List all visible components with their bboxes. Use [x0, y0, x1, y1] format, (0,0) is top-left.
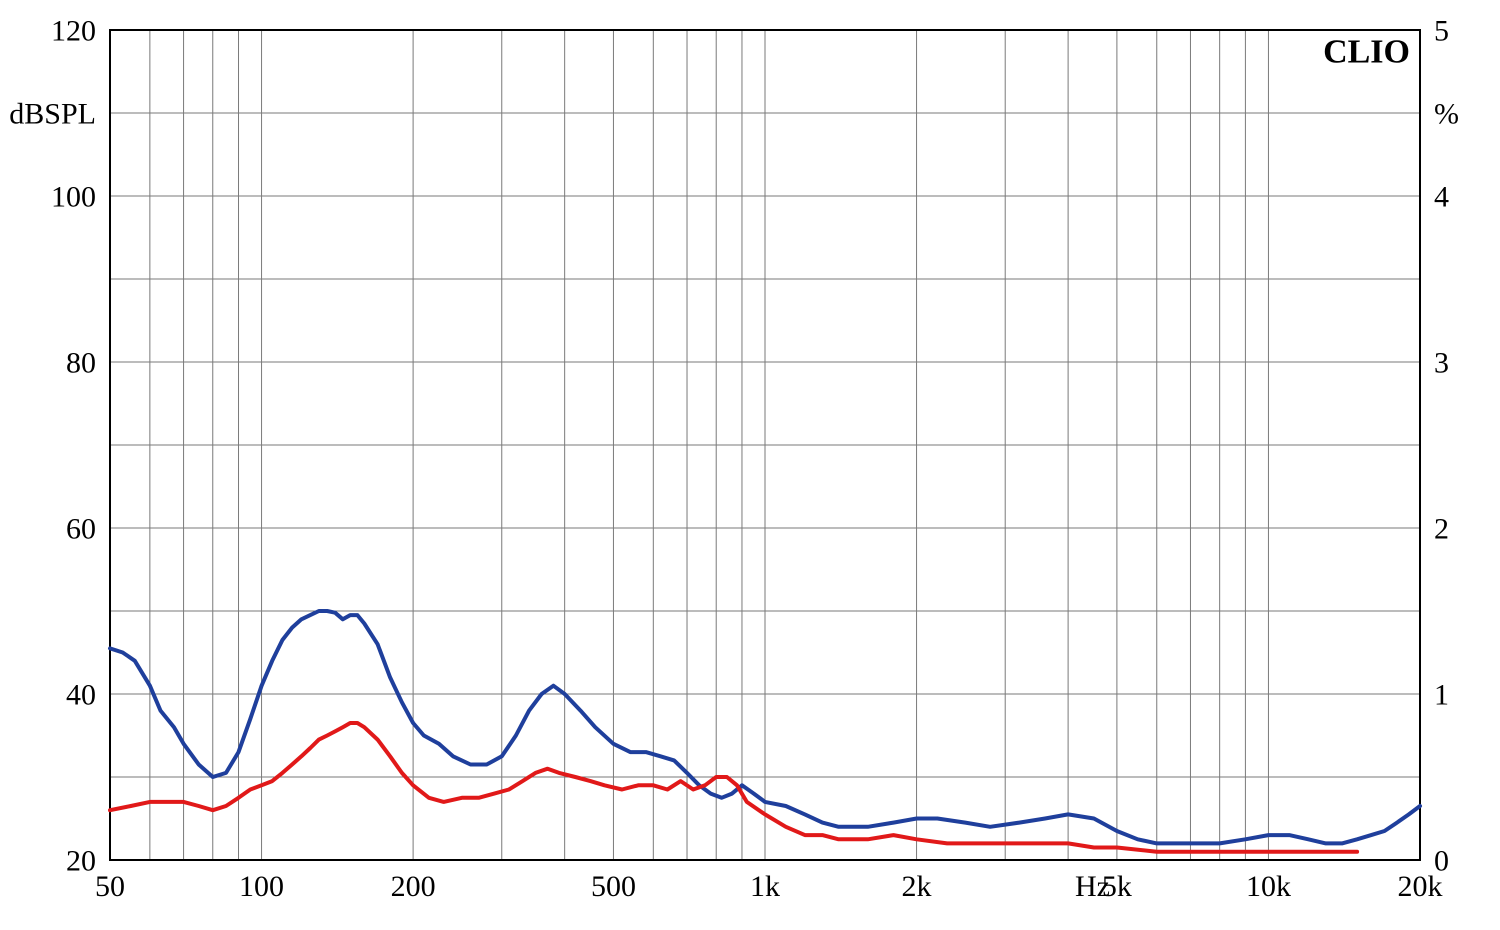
x-tick-label: 100 — [239, 870, 284, 903]
frequency-response-chart: 501002005001k2k5k10k20kHz20406080100120d… — [0, 0, 1500, 930]
x-tick-label: 200 — [391, 870, 436, 903]
y-right-tick-label: 3 — [1434, 347, 1449, 380]
y-left-tick-label: 20 — [66, 845, 96, 878]
y-left-tick-label: 100 — [51, 181, 96, 214]
x-tick-label: 500 — [591, 870, 636, 903]
y-right-unit-label: % — [1434, 98, 1459, 131]
watermark-label: CLIO — [1323, 33, 1410, 70]
x-tick-label: 2k — [902, 870, 932, 903]
x-axis-unit-label: Hz — [1075, 870, 1110, 903]
y-left-tick-label: 80 — [66, 347, 96, 380]
y-right-tick-label: 0 — [1434, 845, 1449, 878]
y-left-unit-label: dBSPL — [9, 98, 96, 131]
x-tick-label: 10k — [1246, 870, 1291, 903]
y-left-tick-label: 40 — [66, 679, 96, 712]
x-tick-label: 50 — [95, 870, 125, 903]
y-right-tick-label: 2 — [1434, 513, 1449, 546]
y-right-tick-label: 1 — [1434, 679, 1449, 712]
y-left-tick-label: 120 — [51, 15, 96, 48]
x-tick-label: 1k — [750, 870, 780, 903]
y-right-tick-label: 5 — [1434, 15, 1449, 48]
y-left-tick-label: 60 — [66, 513, 96, 546]
y-right-tick-label: 4 — [1434, 181, 1449, 214]
